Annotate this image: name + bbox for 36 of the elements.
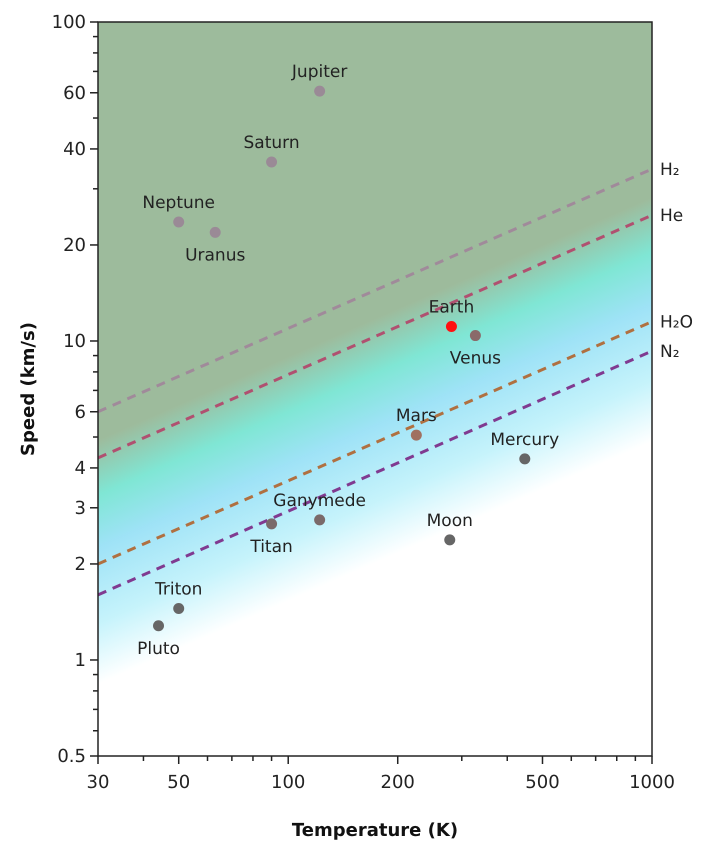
y-tick-label: 6 (74, 402, 86, 423)
data-label: Moon (426, 510, 473, 531)
y-tick-label: 3 (74, 498, 86, 519)
y-tick-label: 20 (63, 234, 86, 256)
data-label: Earth (428, 298, 474, 318)
x-tick-label: 30 (86, 772, 110, 793)
y-tick-label: 4 (74, 458, 86, 479)
x-tick-label: 200 (380, 772, 415, 793)
y-tick-label: 2 (74, 554, 86, 575)
y-tick-label: 1 (74, 650, 86, 671)
data-label: Venus (450, 348, 502, 369)
x-axis-title: Temperature (K) (292, 820, 458, 841)
series-label: H₂ (660, 160, 680, 180)
x-tick-label: 500 (525, 772, 560, 793)
y-tick-label: 40 (63, 138, 86, 160)
data-label: Triton (154, 580, 202, 600)
x-tick-label: 1000 (629, 772, 675, 793)
x-tick-label: 100 (271, 772, 306, 793)
y-tick-label: 0.5 (57, 746, 86, 767)
y-tick-label: 10 (63, 330, 86, 352)
data-label: Ganymede (273, 490, 366, 511)
series-label: N₂ (660, 342, 680, 362)
data-label: Saturn (244, 133, 300, 154)
data-label: Mercury (490, 430, 560, 450)
data-label: Titan (249, 536, 293, 557)
data-label: Pluto (137, 638, 180, 659)
y-tick-label: 100 (52, 12, 86, 33)
series-label: He (660, 206, 684, 226)
x-tick-label: 50 (167, 772, 190, 793)
series-label: H₂O (660, 312, 693, 333)
data-label: Uranus (185, 245, 246, 266)
data-label: Jupiter (290, 62, 348, 82)
data-label: Neptune (142, 193, 216, 214)
y-axis-title: Speed (km/s) (18, 322, 39, 456)
data-label: Mars (396, 406, 437, 426)
y-tick-label: 60 (63, 82, 86, 104)
